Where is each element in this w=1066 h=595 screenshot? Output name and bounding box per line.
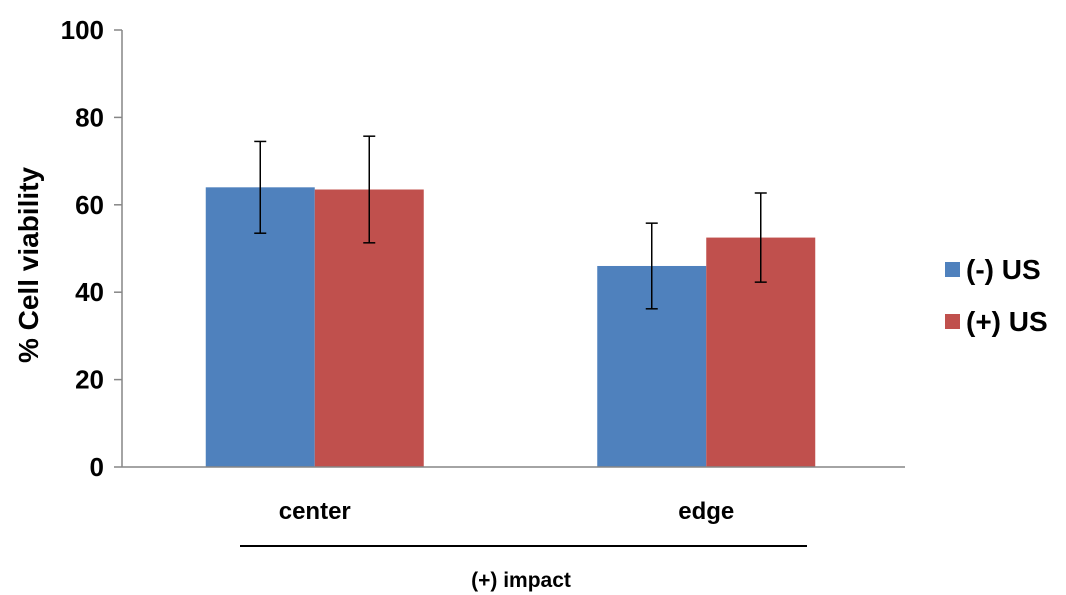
- bars: [205, 187, 816, 467]
- legend-swatch: [945, 314, 960, 329]
- y-tick-label: 100: [61, 15, 104, 45]
- x-axis-categories: center edge: [279, 498, 735, 525]
- group-label: (+) impact: [471, 569, 571, 592]
- y-tick-label: 60: [75, 190, 104, 220]
- legend-label: (-) US: [966, 254, 1041, 285]
- y-tick-label: 0: [90, 452, 104, 482]
- y-axis-ticks: 0 20 40 60 80 100: [61, 15, 122, 482]
- x-category-label: edge: [678, 498, 734, 525]
- error-bars: [254, 135, 767, 310]
- legend-label: (+) US: [966, 306, 1048, 337]
- y-tick-label: 20: [75, 365, 104, 395]
- legend-swatch: [945, 262, 960, 277]
- y-tick-label: 80: [75, 102, 104, 132]
- x-category-label: center: [279, 498, 351, 525]
- y-tick-label: 40: [75, 277, 104, 307]
- legend: (-) US (+) US: [945, 254, 1048, 337]
- y-axis-title: % Cell viability: [13, 167, 44, 363]
